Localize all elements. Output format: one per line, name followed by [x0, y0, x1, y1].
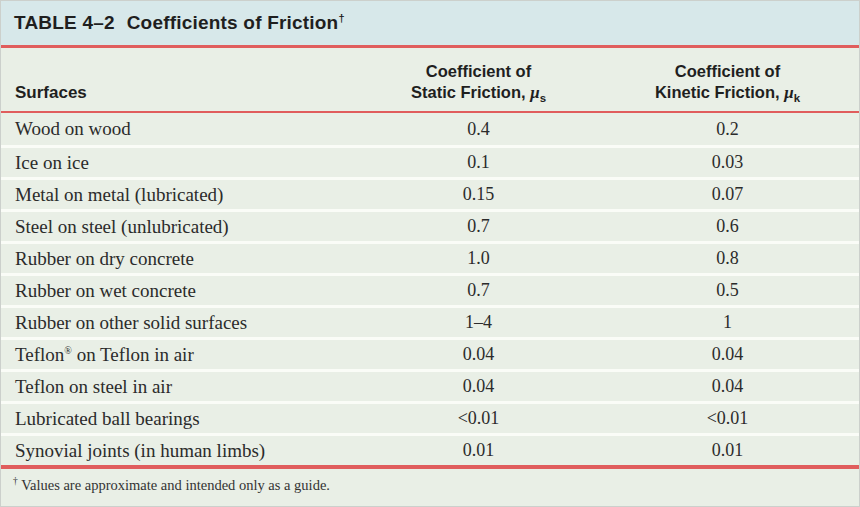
table-row: Rubber on dry concrete 1.0 0.8 — [1, 241, 859, 273]
static-friction-value: <0.01 — [361, 408, 596, 429]
mu-symbol: μ — [784, 83, 793, 102]
static-friction-value: 0.7 — [361, 280, 596, 301]
kinetic-friction-value: 0.04 — [596, 344, 859, 365]
table-row: Rubber on wet concrete 0.7 0.5 — [1, 273, 859, 305]
table-row: Wood on wood 0.4 0.2 — [1, 113, 859, 145]
table-row: Synovial joints (in human limbs) 0.01 0.… — [1, 433, 859, 465]
kinetic-friction-value: 0.03 — [596, 152, 859, 173]
mu-symbol: μ — [530, 83, 539, 102]
surface-cell: Teflon® on Teflon in air — [1, 344, 361, 366]
friction-coefficients-table: TABLE 4–2 Coefficients of Friction† Surf… — [0, 0, 860, 507]
kinetic-friction-value: 0.2 — [596, 119, 859, 140]
table-row: Metal on metal (lubricated) 0.15 0.07 — [1, 177, 859, 209]
surface-cell: Teflon on steel in air — [1, 376, 361, 398]
surface-cell: Ice on ice — [1, 152, 361, 174]
table-title: Coefficients of Friction† — [127, 12, 345, 34]
surface-cell: Rubber on dry concrete — [1, 248, 361, 270]
static-friction-value: 0.01 — [361, 440, 596, 461]
column-header-surfaces: Surfaces — [1, 82, 361, 111]
table-number: TABLE 4–2 — [14, 12, 115, 34]
static-friction-value: 0.4 — [361, 119, 596, 140]
surface-cell: Rubber on other solid surfaces — [1, 312, 361, 334]
static-friction-value: 0.1 — [361, 152, 596, 173]
surface-cell: Synovial joints (in human limbs) — [1, 440, 361, 462]
kinetic-friction-value: 1 — [596, 312, 859, 333]
table-footnote: † Values are approximate and intended on… — [1, 469, 859, 506]
kinetic-friction-value: 0.01 — [596, 440, 859, 461]
kinetic-friction-value: 0.04 — [596, 376, 859, 397]
footnote-marker: † — [13, 476, 18, 486]
table-row: Steel on steel (unlubricated) 0.7 0.6 — [1, 209, 859, 241]
surface-cell: Lubricated ball bearings — [1, 408, 361, 430]
column-header-kinetic-friction: Coefficient of Kinetic Friction, μk — [596, 61, 859, 111]
table-row: Rubber on other solid surfaces 1–4 1 — [1, 305, 859, 337]
column-header-static-friction: Coefficient of Static Friction, μs — [361, 61, 596, 111]
static-friction-value: 0.04 — [361, 376, 596, 397]
static-friction-value: 0.7 — [361, 216, 596, 237]
table-row: Lubricated ball bearings <0.01 <0.01 — [1, 401, 859, 433]
table-body: Wood on wood 0.4 0.2 Ice on ice 0.1 0.03… — [1, 113, 859, 465]
table-title-bar: TABLE 4–2 Coefficients of Friction† — [1, 1, 859, 45]
surface-cell: Wood on wood — [1, 118, 361, 140]
kinetic-friction-value: 0.07 — [596, 184, 859, 205]
surface-cell: Rubber on wet concrete — [1, 280, 361, 302]
table-row: Ice on ice 0.1 0.03 — [1, 145, 859, 177]
table-header-row: Surfaces Coefficient of Static Friction,… — [1, 48, 859, 111]
surface-cell: Steel on steel (unlubricated) — [1, 216, 361, 238]
table-row: Teflon on steel in air 0.04 0.04 — [1, 369, 859, 401]
kinetic-friction-value: <0.01 — [596, 408, 859, 429]
kinetic-friction-value: 0.6 — [596, 216, 859, 237]
static-friction-value: 1–4 — [361, 312, 596, 333]
static-friction-value: 1.0 — [361, 248, 596, 269]
kinetic-friction-value: 0.5 — [596, 280, 859, 301]
static-friction-value: 0.04 — [361, 344, 596, 365]
surface-cell: Metal on metal (lubricated) — [1, 184, 361, 206]
title-footnote-marker: † — [338, 12, 344, 24]
footnote-text: Values are approximate and intended only… — [21, 477, 330, 493]
static-friction-value: 0.15 — [361, 184, 596, 205]
kinetic-friction-value: 0.8 — [596, 248, 859, 269]
table-row: Teflon® on Teflon in air 0.04 0.04 — [1, 337, 859, 369]
